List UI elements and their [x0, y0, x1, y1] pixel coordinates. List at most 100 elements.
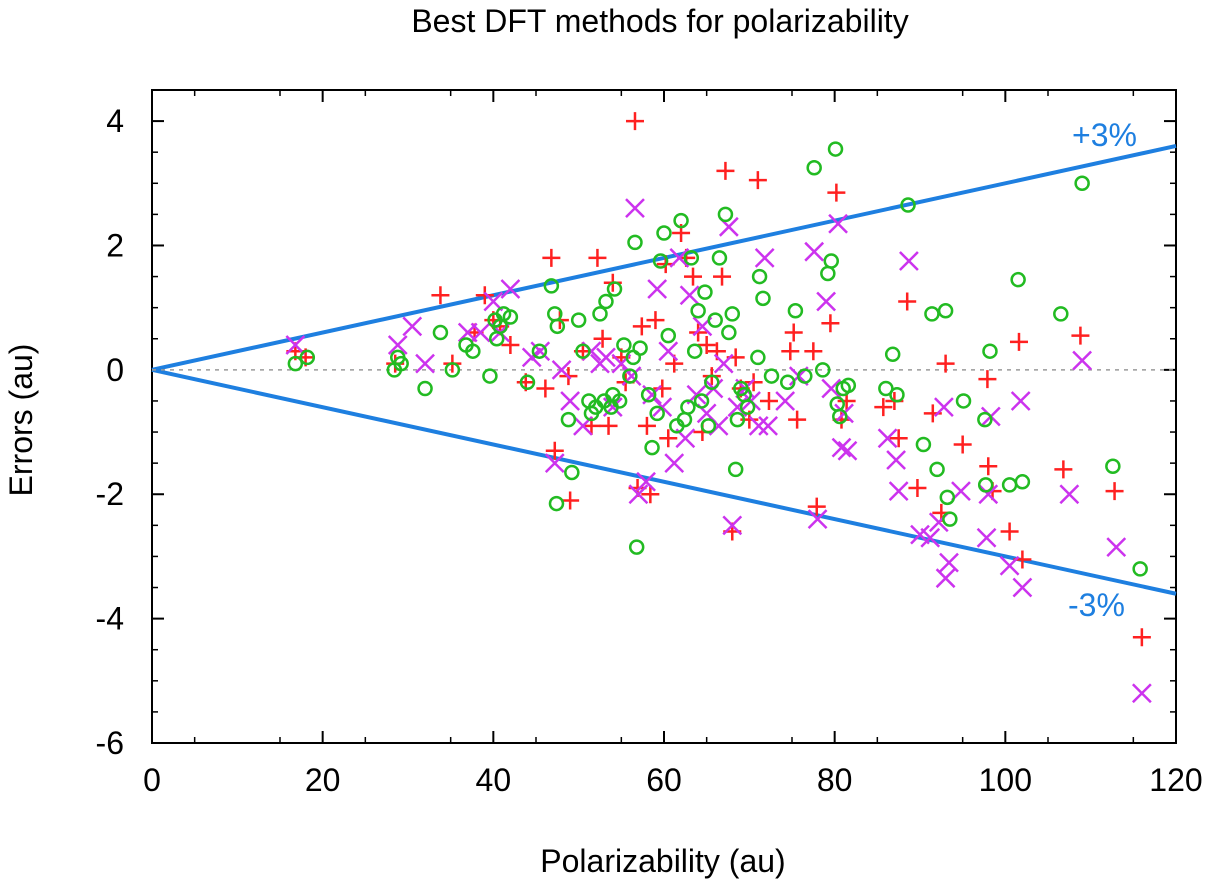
plus-marker — [908, 479, 927, 498]
cross-marker — [652, 397, 673, 418]
plus-marker — [431, 286, 450, 305]
plus-marker — [781, 342, 800, 361]
cross-marker — [402, 316, 423, 337]
cross-marker — [976, 527, 997, 548]
plus-marker — [625, 112, 644, 131]
circle-marker — [299, 349, 316, 366]
plus-marker — [898, 292, 917, 311]
plus-marker — [646, 311, 665, 330]
circle-marker — [823, 253, 840, 269]
plus-marker — [641, 485, 660, 504]
cross-marker — [679, 285, 700, 306]
cross-marker — [544, 453, 565, 474]
plus-marker — [978, 370, 997, 389]
circle-marker — [564, 464, 580, 481]
cross-marker — [551, 359, 572, 380]
cross-marker — [628, 484, 649, 505]
plus-marker — [827, 183, 846, 202]
plus-3-percent-line — [151, 144, 1177, 372]
cross-marker — [821, 378, 842, 399]
plus-marker — [1071, 326, 1090, 345]
circle-marker — [1105, 458, 1121, 475]
plus-marker — [784, 323, 803, 342]
circle-marker — [717, 206, 734, 223]
cross-marker — [658, 341, 679, 362]
circle-marker — [656, 225, 672, 241]
x-tick-label: 100 — [979, 762, 1032, 798]
circle-marker — [660, 327, 677, 344]
circle-marker — [751, 268, 768, 285]
plus-marker — [821, 314, 840, 333]
plus-marker — [542, 248, 561, 267]
x-axis-label: Polarizability (au) — [540, 843, 785, 879]
circle-marker — [779, 374, 796, 391]
plus-marker — [561, 491, 580, 510]
cross-marker — [664, 453, 685, 474]
plus-marker — [936, 354, 955, 373]
y-tick-label: -2 — [96, 476, 124, 512]
circle-marker — [548, 495, 565, 512]
cross-marker — [978, 484, 999, 505]
circle-marker — [543, 278, 560, 294]
circle-marker — [502, 309, 519, 325]
circle-marker — [929, 461, 945, 478]
plus-marker — [637, 416, 656, 435]
cross-marker — [521, 347, 542, 368]
circle-marker — [884, 346, 901, 363]
cross-marker — [758, 415, 778, 436]
circle-marker — [616, 337, 632, 353]
cross-marker — [888, 481, 909, 502]
series-circle — [287, 141, 1148, 577]
circle-marker — [649, 405, 665, 422]
circle-marker — [763, 368, 780, 384]
circle-marker — [900, 197, 916, 213]
plus-marker — [1054, 460, 1073, 479]
plus-marker — [804, 342, 823, 361]
cross-marker — [1012, 577, 1033, 598]
cross-marker — [816, 291, 837, 312]
cross-marker — [625, 198, 645, 219]
cross-marker — [596, 347, 616, 368]
circle-marker — [465, 343, 481, 359]
plus-marker — [659, 429, 678, 448]
circle-marker — [611, 393, 628, 409]
x-tick-label: 40 — [476, 762, 512, 798]
cross-marker — [807, 509, 828, 529]
y-tick-label: -6 — [96, 725, 124, 761]
cross-marker — [500, 279, 521, 299]
plus-marker — [593, 329, 612, 348]
circle-marker — [1010, 271, 1026, 288]
plus-marker — [788, 410, 807, 429]
circle-marker — [832, 408, 848, 425]
cross-marker — [722, 515, 743, 536]
cross-marker — [285, 335, 306, 355]
plus-marker — [545, 441, 564, 460]
circle-marker — [686, 343, 703, 359]
cross-marker — [1010, 391, 1031, 411]
series-cross — [285, 198, 1152, 704]
x-tick-label: 60 — [646, 762, 682, 798]
plus-marker — [748, 171, 767, 190]
plus-marker — [953, 435, 972, 454]
x-tick-label: 120 — [1149, 762, 1202, 798]
cross-marker — [636, 471, 656, 492]
cross-marker — [899, 251, 919, 271]
circle-marker — [982, 343, 998, 359]
plus-marker — [475, 286, 494, 305]
plus-marker — [653, 379, 672, 398]
plus-marker — [716, 161, 735, 180]
cross-marker — [669, 248, 690, 268]
cross-marker — [934, 397, 954, 418]
cross-marker — [748, 415, 769, 436]
y-axis-label: Errors (au) — [3, 344, 39, 497]
cross-marker — [828, 213, 848, 234]
circle-marker — [700, 418, 717, 434]
circle-marker — [806, 159, 822, 176]
circle-marker — [683, 250, 700, 266]
plus-marker — [588, 248, 607, 267]
chart-title: Best DFT methods for polarizability — [411, 3, 908, 39]
cross-marker — [939, 552, 959, 573]
plus-marker — [713, 267, 732, 286]
circle-marker — [640, 386, 657, 403]
